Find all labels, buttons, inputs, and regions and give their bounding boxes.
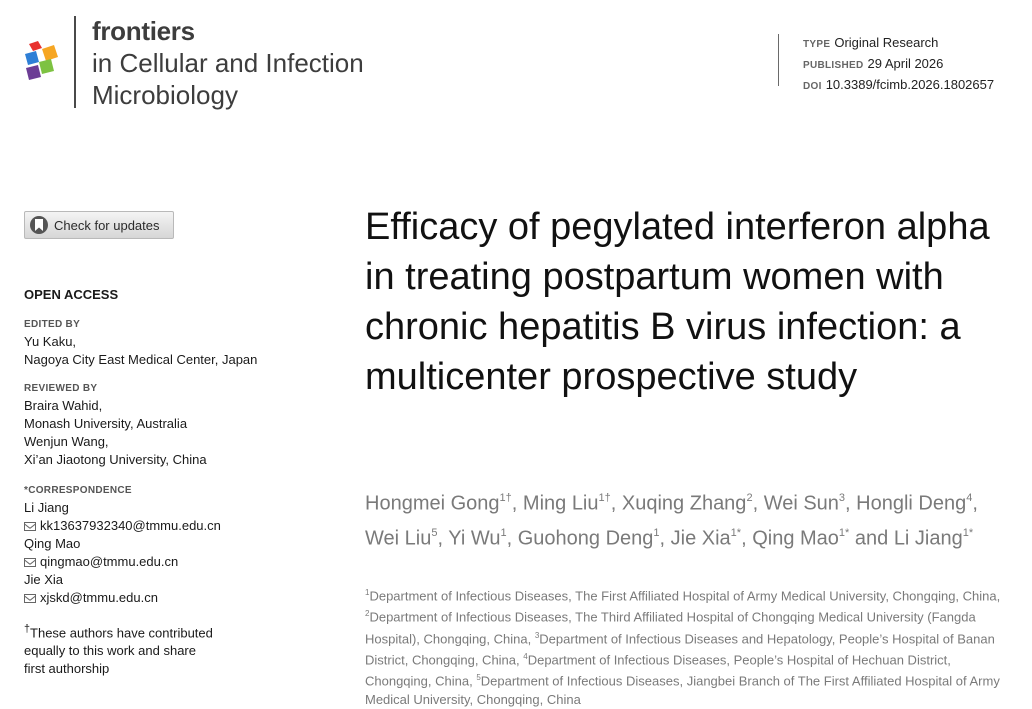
author-name[interactable]: Li Jiang xyxy=(893,527,963,550)
open-access-label: OPEN ACCESS xyxy=(24,287,119,302)
reviewer-name: Braira Wahid, xyxy=(24,398,103,413)
author-affiliation-mark: 4 xyxy=(966,492,973,504)
correspondent-email-row: qingmao@tmmu.edu.cn xyxy=(24,553,324,571)
edited-by-section: EDITED BY Yu Kaku, Nagoya City East Medi… xyxy=(24,318,324,369)
envelope-icon xyxy=(24,557,36,567)
affiliation-number: 5 xyxy=(476,673,481,683)
check-for-updates-label: Check for updates xyxy=(54,217,160,233)
article-title: Efficacy of pegylated interferon alpha i… xyxy=(365,206,990,398)
affiliation-text: Department of Infectious Diseases, The F… xyxy=(369,588,1001,604)
logo-cube-orange xyxy=(42,45,58,61)
author-name[interactable]: Yi Wu xyxy=(448,527,501,550)
check-for-updates-button[interactable]: Check for updates xyxy=(24,211,174,239)
author-name[interactable]: Hongli Deng xyxy=(856,492,967,515)
correspondence-label: *CORRESPONDENCE xyxy=(24,485,132,496)
bookmark-icon xyxy=(30,216,48,234)
author-name[interactable]: Wei Sun xyxy=(763,492,839,515)
meta-published-label: PUBLISHED xyxy=(803,60,864,71)
affiliation-number: 3 xyxy=(534,630,540,640)
affiliation-list: 1Department of Infectious Diseases, The … xyxy=(365,584,1020,709)
reviewer-name: Wenjun Wang, xyxy=(24,434,109,449)
affiliation-number: 1 xyxy=(365,588,370,597)
affiliation-text: Department of Infectious Diseases, Peopl… xyxy=(365,652,951,689)
author-name[interactable]: Jie Xia xyxy=(670,527,731,550)
correspondent-name: Jie Xia xyxy=(24,572,64,587)
author-affiliation-mark: 3 xyxy=(838,492,846,504)
reviewed-by-section: REVIEWED BY Braira Wahid, Monash Univers… xyxy=(24,382,324,469)
brand-divider xyxy=(74,16,76,108)
note-text: These authors have contributed xyxy=(30,625,213,641)
envelope-icon xyxy=(24,521,36,531)
author-affiliation-mark: 5 xyxy=(431,526,438,539)
author-name[interactable]: Hongmei Gong xyxy=(365,492,500,515)
author-affiliation-mark: 1† xyxy=(598,492,611,504)
author-name[interactable]: Guohong Deng xyxy=(517,527,654,550)
affiliation-number: 4 xyxy=(523,651,528,661)
reviewer-affiliation: Xi’an Jiaotong University, China xyxy=(24,452,207,467)
correspondent-email-row: xjskd@tmmu.edu.cn xyxy=(24,589,324,607)
author-name[interactable]: Qing Mao xyxy=(752,527,839,550)
article-meta: TYPE Original Research PUBLISHED 29 April … xyxy=(803,33,994,96)
logo-cube-blue xyxy=(25,51,39,65)
correspondent-email-link[interactable]: xjskd@tmmu.edu.cn xyxy=(40,590,158,605)
reviewed-by-label: REVIEWED BY xyxy=(24,383,98,394)
brand-name: frontiers xyxy=(92,16,195,46)
meta-divider xyxy=(778,34,779,86)
author-name[interactable]: Ming Liu xyxy=(522,492,599,515)
meta-doi-link[interactable]: 10.3389/fcimb.2026.1802657 xyxy=(825,77,995,92)
author-affiliation-mark: 1 xyxy=(500,526,507,539)
edited-by-label: EDITED BY xyxy=(24,319,81,330)
author-affiliation-mark: 1* xyxy=(730,526,742,539)
correspondence-section: *CORRESPONDENCE Li Jiang kk13637932340@t… xyxy=(24,484,324,607)
frontiers-logo-icon xyxy=(25,41,58,80)
correspondent-email-link[interactable]: qingmao@tmmu.edu.cn xyxy=(40,554,179,569)
envelope-icon xyxy=(24,593,36,603)
author-affiliation-mark: 1 xyxy=(653,526,660,539)
meta-doi-label: DOI xyxy=(803,81,822,92)
meta-published-value: 29 April 2026 xyxy=(867,56,944,71)
correspondent-email-link[interactable]: kk13637932340@tmmu.edu.cn xyxy=(40,518,221,533)
author-affiliation-mark: 1* xyxy=(962,526,974,539)
logo-cube-red xyxy=(29,41,42,51)
logo-cube-green xyxy=(39,59,54,74)
dagger-mark: † xyxy=(24,623,31,635)
affiliation-number: 2 xyxy=(365,609,370,619)
correspondent-email-row: kk13637932340@tmmu.edu.cn xyxy=(24,517,324,535)
note-line: first authorship xyxy=(24,661,110,677)
author-name[interactable]: Wei Liu xyxy=(365,527,432,550)
journal-name: in Cellular and Infection Microbiology xyxy=(92,48,364,110)
editor-name: Yu Kaku, xyxy=(24,334,77,349)
affiliation-text: Department of Infectious Diseases and He… xyxy=(365,630,995,668)
meta-type-label: TYPE xyxy=(803,39,831,50)
editor-affiliation: Nagoya City East Medical Center, Japan xyxy=(24,352,258,367)
meta-published-row: PUBLISHED 29 April 2026 xyxy=(803,54,994,75)
equal-contribution-note: †These authors have contributed equally … xyxy=(24,620,324,678)
affiliation-text: Department of Infectious Diseases, The T… xyxy=(365,609,976,646)
meta-type-row: TYPE Original Research xyxy=(803,33,994,54)
correspondent-name: Qing Mao xyxy=(24,536,81,551)
correspondent-name: Li Jiang xyxy=(24,500,69,515)
author-affiliation-mark: 1† xyxy=(499,492,512,504)
author-name[interactable]: Xuqing Zhang xyxy=(621,492,747,515)
meta-type-value: Original Research xyxy=(834,35,939,50)
reviewer-affiliation: Monash University, Australia xyxy=(24,416,188,431)
note-line: †These authors have contributed xyxy=(24,620,324,642)
author-list: Hongmei Gong1†, Ming Liu1†, Xuqing Zhang… xyxy=(365,492,978,550)
note-line: equally to this work and share xyxy=(24,643,196,659)
author-affiliation-mark: 2 xyxy=(746,492,753,504)
logo-cube-purple xyxy=(26,65,41,80)
author-affiliation-mark: 1* xyxy=(838,526,850,539)
meta-doi-row: DOI 10.3389/fcimb.2026.1802657 xyxy=(803,75,994,96)
